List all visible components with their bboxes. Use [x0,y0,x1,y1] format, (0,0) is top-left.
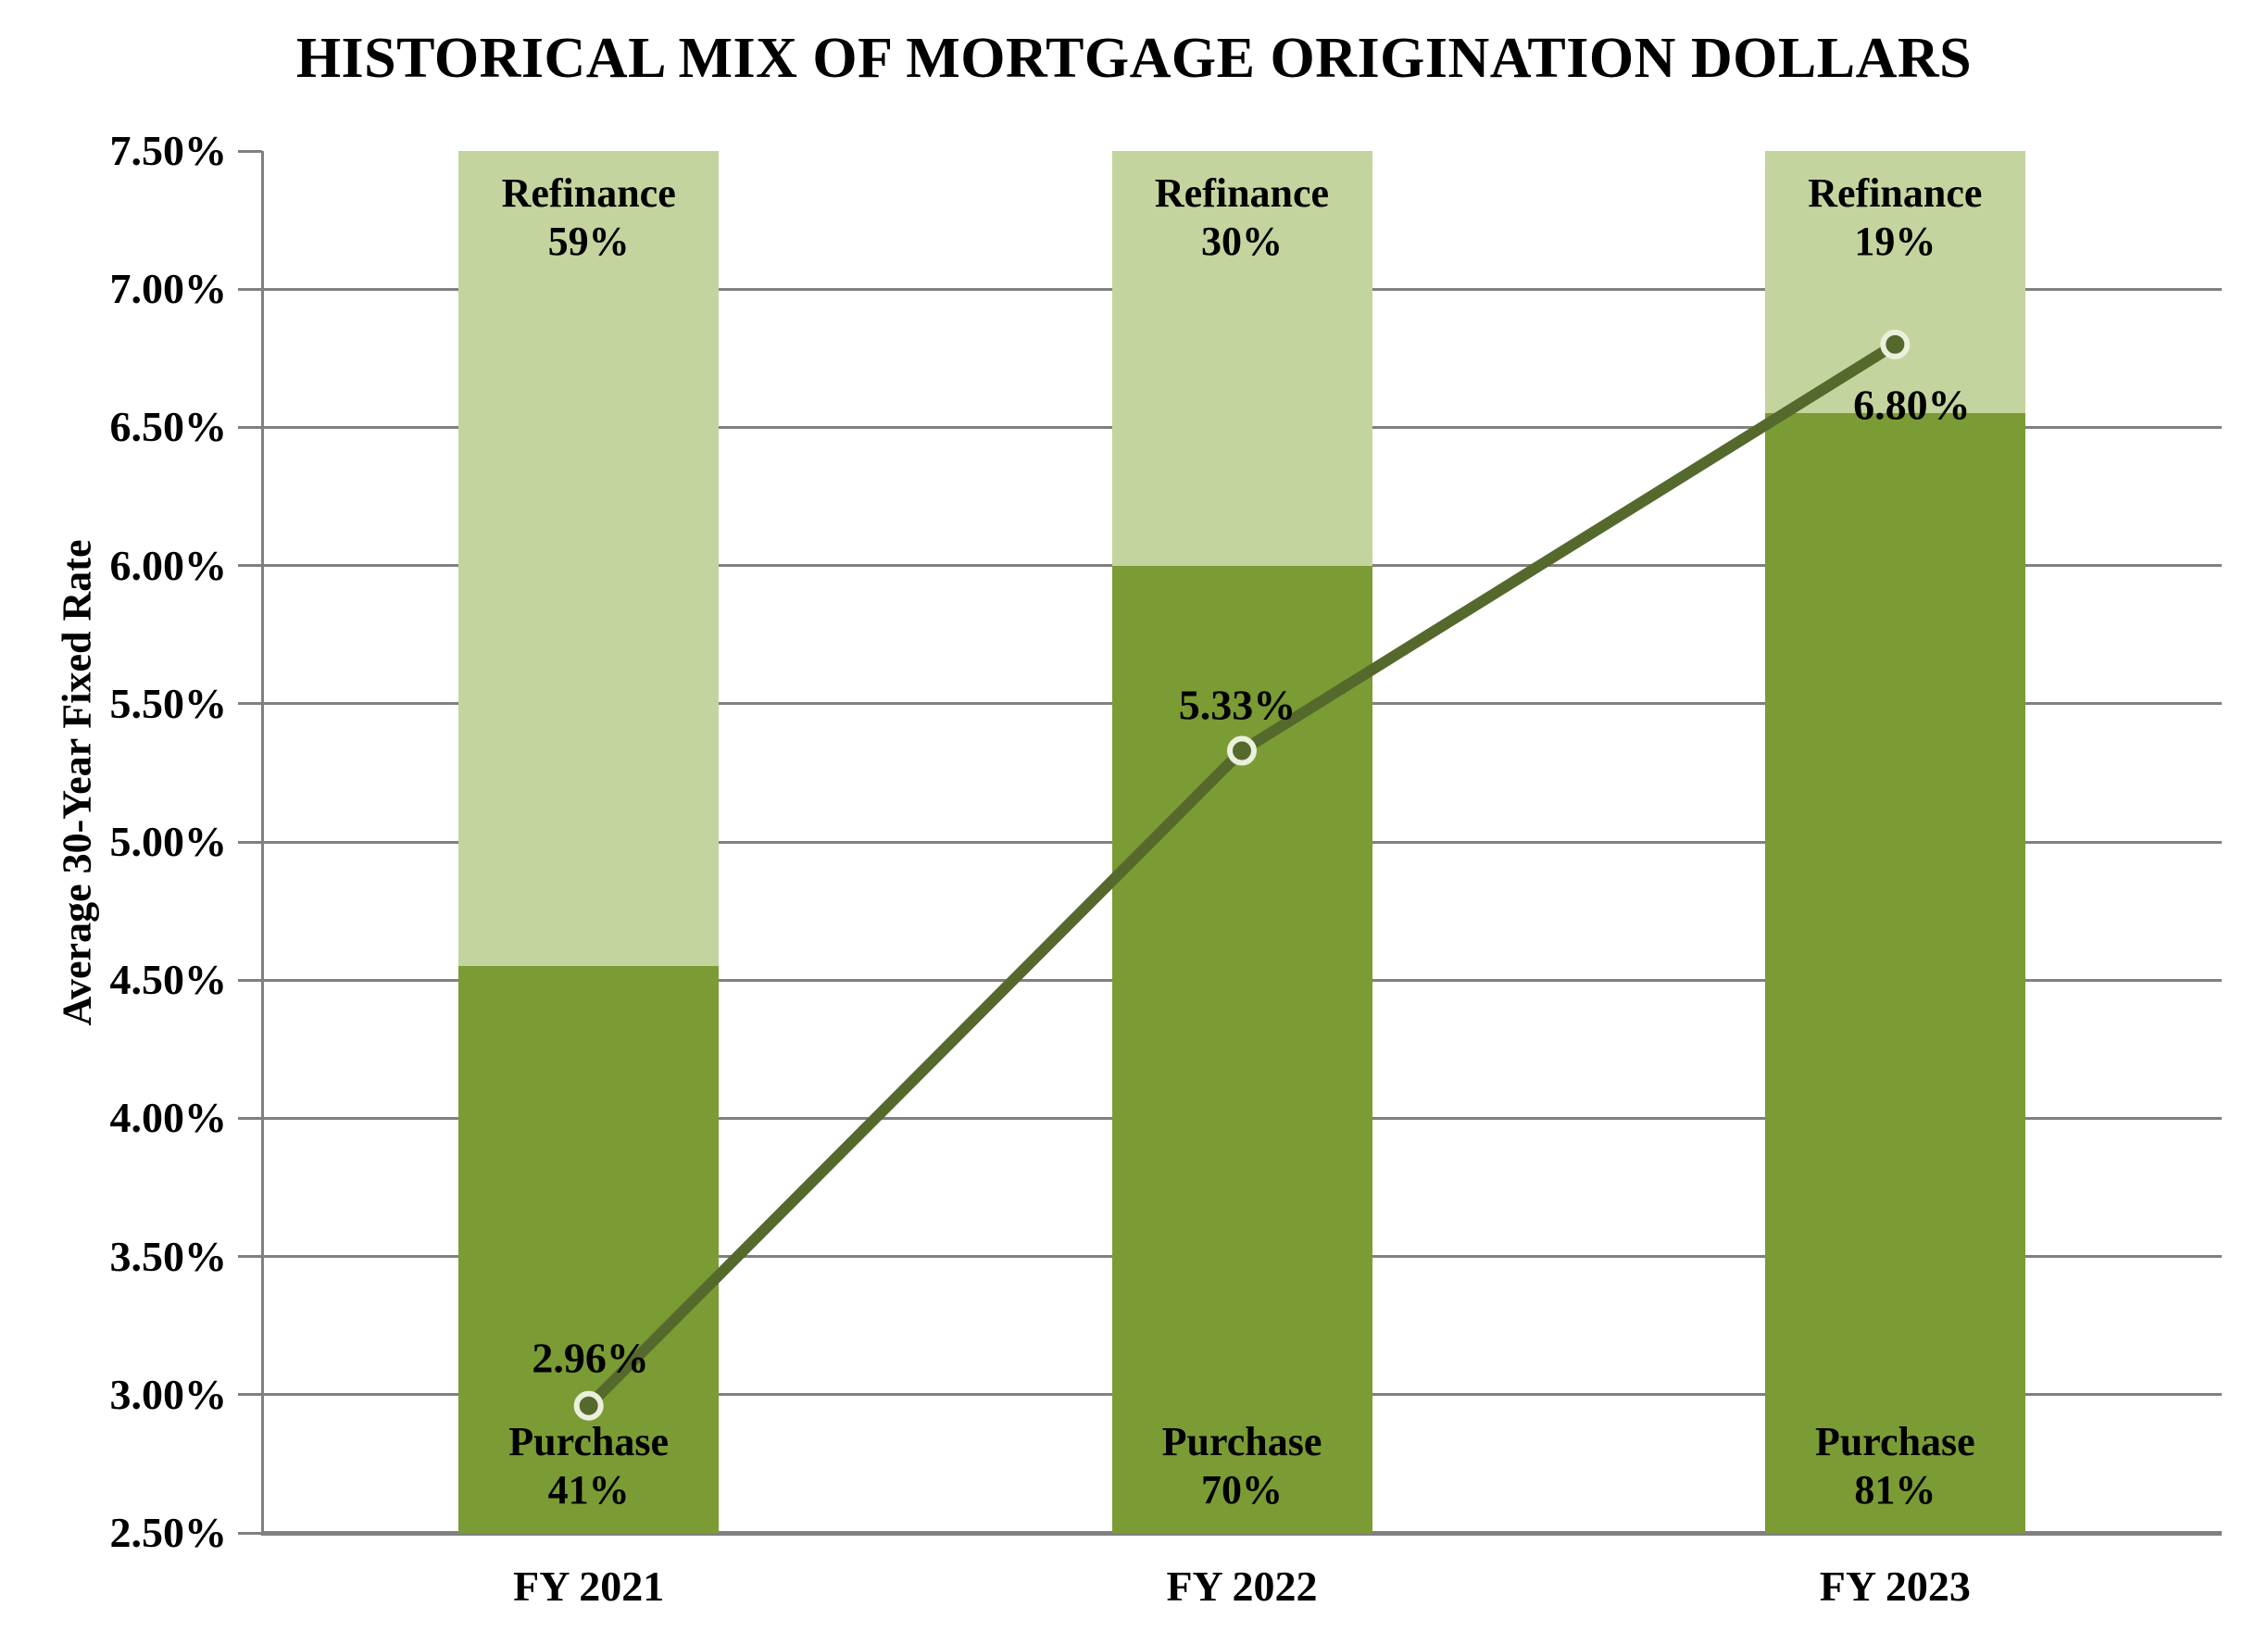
y-axis-line [260,151,264,1536]
y-tick [238,978,262,982]
x-axis-line [262,1531,2222,1536]
x-axis-label-fy-2023: FY 2023 [1819,1563,1971,1610]
y-tick-label: 6.50% [109,403,228,451]
y-tick [238,425,262,429]
y-tick [238,564,262,568]
purchase-label-fy-2023: Purchase 81% [1814,1419,1975,1513]
y-tick-label: 2.50% [109,1509,228,1556]
y-tick-label: 6.00% [109,541,228,589]
y-tick [238,702,262,706]
y-tick-label: 5.00% [109,818,228,865]
y-tick [238,1393,262,1397]
purchase-label-fy-2021: Purchase 41% [508,1419,670,1513]
y-tick [238,149,262,153]
x-axis-label-fy-2022: FY 2022 [1166,1563,1318,1610]
y-tick [238,840,262,844]
refinance-segment-fy-2021 [458,151,720,967]
rate-label-fy-2023: 6.80% [1853,381,1971,429]
y-tick [238,287,262,291]
y-axis-title: Average 30-Year Fixed Rate [54,539,100,1026]
refinance-label-fy-2022: Refinance 30% [1154,170,1330,264]
refinance-label-fy-2021: Refinance 59% [501,170,676,264]
y-tick-label: 5.50% [109,679,228,727]
y-tick [238,1116,262,1120]
y-tick-label: 7.00% [109,265,228,313]
purchase-label-fy-2022: Purchase 70% [1161,1419,1322,1513]
rate-label-fy-2022: 5.33% [1178,681,1297,729]
y-tick-label: 3.00% [109,1370,228,1418]
y-tick-label: 4.50% [109,956,228,1004]
x-axis-label-fy-2021: FY 2021 [513,1563,665,1610]
refinance-label-fy-2023: Refinance 19% [1808,170,1983,264]
y-tick-label: 3.50% [109,1232,228,1280]
chart-title: HISTORICAL MIX OF MORTGAGE ORIGINATION D… [295,27,1973,90]
purchase-segment-fy-2023 [1764,413,2025,1533]
rate-label-fy-2021: 2.96% [532,1334,649,1382]
y-tick [238,1531,262,1535]
y-tick [238,1255,262,1259]
y-tick-label: 4.00% [109,1094,228,1142]
y-tick-label: 7.50% [109,127,228,174]
